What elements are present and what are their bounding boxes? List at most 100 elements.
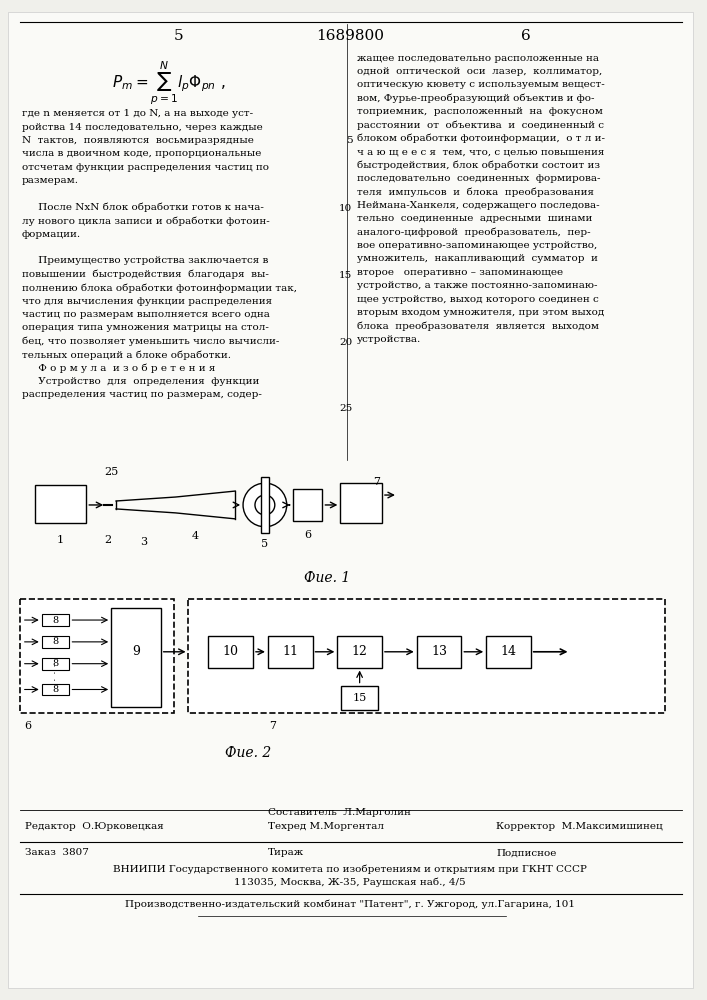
Text: числа в двоичном коде, пропорциональные: числа в двоичном коде, пропорциональные: [22, 149, 261, 158]
Text: 20: 20: [339, 338, 352, 347]
Text: 6: 6: [24, 721, 31, 731]
Text: 8: 8: [52, 616, 59, 625]
Text: Заказ  3807: Заказ 3807: [25, 848, 88, 857]
Text: полнению блока обработки фотоинформации так,: полнению блока обработки фотоинформации …: [22, 283, 297, 293]
Text: блока  преобразователя  является  выходом: блока преобразователя является выходом: [357, 321, 599, 331]
Text: формации.: формации.: [22, 230, 81, 239]
Text: 25: 25: [339, 404, 352, 413]
Text: 5: 5: [262, 539, 269, 549]
Text: вторым входом умножителя, при этом выход: вторым входом умножителя, при этом выход: [357, 308, 604, 317]
Bar: [111, 608, 160, 707]
Text: повышении  быстродействия  благодаря  вы-: повышении быстродействия благодаря вы-: [22, 270, 269, 279]
Text: распределения частиц по размерам, содер-: распределения частиц по размерам, содер-: [22, 390, 262, 399]
Text: ройства 14 последовательно, через каждые: ройства 14 последовательно, через каждые: [22, 123, 262, 132]
Text: 13: 13: [431, 645, 447, 658]
Text: 14: 14: [501, 645, 516, 658]
Text: Ф о р м у л а  и з о б р е т е н и я: Ф о р м у л а и з о б р е т е н и я: [22, 364, 215, 373]
Text: Подписное: Подписное: [496, 848, 556, 857]
Bar: [337, 636, 382, 668]
Text: частиц по размерам выполняется всего одна: частиц по размерам выполняется всего одн…: [22, 310, 269, 319]
Text: 8: 8: [52, 659, 59, 668]
Text: 8: 8: [52, 685, 59, 694]
Text: ч а ю щ е е с я  тем, что, с целью повышения: ч а ю щ е е с я тем, что, с целью повыше…: [357, 147, 604, 156]
Text: теля  импульсов  и  блока  преобразования: теля импульсов и блока преобразования: [357, 187, 594, 197]
Circle shape: [243, 483, 287, 527]
Text: отсчетам функции распределения частиц по: отсчетам функции распределения частиц по: [22, 163, 269, 172]
Bar: [486, 636, 531, 668]
Text: 2: 2: [105, 535, 112, 545]
Bar: [35, 485, 86, 523]
Text: аналого-цифровой  преобразователь,  пер-: аналого-цифровой преобразователь, пер-: [357, 228, 591, 237]
Text: что для вычисления функции распределения: что для вычисления функции распределения: [22, 297, 272, 306]
Text: Редактор  О.Юрковецкая: Редактор О.Юрковецкая: [25, 822, 163, 831]
Text: 8: 8: [52, 637, 59, 646]
Text: 15: 15: [339, 271, 352, 280]
Text: 11: 11: [282, 645, 298, 658]
Text: бец, что позволяет уменьшить число вычисли-: бец, что позволяет уменьшить число вычис…: [22, 337, 279, 346]
Bar: [293, 489, 322, 521]
Text: расстоянии  от  объектива  и  соединенный с: расстоянии от объектива и соединенный с: [357, 121, 604, 130]
Circle shape: [255, 495, 275, 515]
Text: размерам.: размерам.: [22, 176, 78, 185]
Text: 6: 6: [304, 530, 311, 540]
Text: $P_m = \sum_{p=1}^{N} l_p \Phi_{pn}\ ,$: $P_m = \sum_{p=1}^{N} l_p \Phi_{pn}\ ,$: [112, 60, 226, 107]
Text: N  тактов,  появляются  восьмиразрядные: N тактов, появляются восьмиразрядные: [22, 136, 254, 145]
Text: 6: 6: [521, 29, 531, 43]
Text: одной  оптической  оси  лазер,  коллиматор,: одной оптической оси лазер, коллиматор,: [357, 67, 602, 76]
Text: 1: 1: [57, 535, 64, 545]
Bar: [261, 477, 269, 533]
Text: 113035, Москва, Ж-35, Раушская наб., 4/5: 113035, Москва, Ж-35, Раушская наб., 4/5: [235, 878, 466, 887]
Text: Производственно-издательский комбинат "Патент", г. Ужгород, ул.Гагарина, 101: Производственно-издательский комбинат "П…: [125, 900, 575, 909]
Text: Корректор  М.Максимишинец: Корректор М.Максимишинец: [496, 822, 662, 831]
Bar: [209, 636, 253, 668]
Text: Техред М.Моргентал: Техред М.Моргентал: [268, 822, 384, 831]
Text: второе   оперативно – запоминающее: второе оперативно – запоминающее: [357, 268, 563, 277]
Text: 10: 10: [339, 204, 352, 213]
Text: Неймана-Ханкеля, содержащего последова-: Неймана-Ханкеля, содержащего последова-: [357, 201, 600, 210]
Text: топриемник,  расположенный  на  фокусном: топриемник, расположенный на фокусном: [357, 107, 603, 116]
Text: Фue. 2: Фue. 2: [225, 746, 271, 760]
Text: · · ·: · · ·: [51, 663, 61, 681]
Text: 25: 25: [104, 467, 118, 477]
Text: 3: 3: [140, 537, 148, 547]
Text: блоком обработки фотоинформации,  о т л и-: блоком обработки фотоинформации, о т л и…: [357, 134, 605, 143]
Text: устройство, а также постоянно-запоминаю-: устройство, а также постоянно-запоминаю-: [357, 281, 597, 290]
Text: лу нового цикла записи и обработки фотоин-: лу нового цикла записи и обработки фотои…: [22, 216, 269, 226]
Text: ВНИИПИ Государственного комитета по изобретениям и открытиям при ГКНТ СССР: ВНИИПИ Государственного комитета по изоб…: [113, 864, 587, 874]
Text: 9: 9: [132, 645, 140, 658]
Text: Фue. 1: Фue. 1: [304, 571, 351, 585]
Text: 1689800: 1689800: [316, 29, 384, 43]
Text: быстродействия, блок обработки состоит из: быстродействия, блок обработки состоит и…: [357, 161, 600, 170]
Text: Тираж: Тираж: [268, 848, 304, 857]
Text: щее устройство, выход которого соединен с: щее устройство, выход которого соединен …: [357, 295, 599, 304]
Bar: [340, 483, 382, 523]
Text: умножитель,  накапливающий  сумматор  и: умножитель, накапливающий сумматор и: [357, 254, 598, 263]
Text: тельных операций а блоке обработки.: тельных операций а блоке обработки.: [22, 350, 230, 360]
Bar: [42, 684, 69, 695]
Text: 5: 5: [346, 136, 352, 145]
Text: тельно  соединенные  адресными  шинами: тельно соединенные адресными шинами: [357, 214, 592, 223]
Text: где n меняется от 1 до N, а на выходе уст-: где n меняется от 1 до N, а на выходе ус…: [22, 109, 253, 118]
Bar: [42, 614, 69, 626]
Text: После NxN блок обработки готов к нача-: После NxN блок обработки готов к нача-: [22, 203, 264, 212]
Text: жащее последовательно расположенные на: жащее последовательно расположенные на: [357, 54, 599, 63]
Text: вом, Фурье-преобразующий объектив и фо-: вом, Фурье-преобразующий объектив и фо-: [357, 94, 595, 103]
Text: 10: 10: [223, 645, 239, 658]
Bar: [341, 686, 378, 710]
Text: 5: 5: [174, 29, 183, 43]
Bar: [268, 636, 312, 668]
Bar: [416, 636, 462, 668]
Bar: [20, 599, 174, 713]
Text: последовательно  соединенных  формирова-: последовательно соединенных формирова-: [357, 174, 601, 183]
Text: 4: 4: [192, 531, 199, 541]
Text: Преимущество устройства заключается в: Преимущество устройства заключается в: [22, 256, 268, 265]
Text: 15: 15: [353, 693, 367, 703]
Text: Устройство  для  определения  функции: Устройство для определения функции: [22, 377, 259, 386]
Text: 12: 12: [351, 645, 368, 658]
Text: Составитель  Л.Марголин: Составитель Л.Марголин: [268, 808, 411, 817]
Bar: [42, 658, 69, 670]
Text: оптическую кювету с используемым вещест-: оптическую кювету с используемым вещест-: [357, 80, 605, 89]
Bar: [189, 599, 665, 713]
Text: операция типа умножения матрицы на стол-: операция типа умножения матрицы на стол-: [22, 323, 269, 332]
Text: 7: 7: [373, 477, 380, 487]
